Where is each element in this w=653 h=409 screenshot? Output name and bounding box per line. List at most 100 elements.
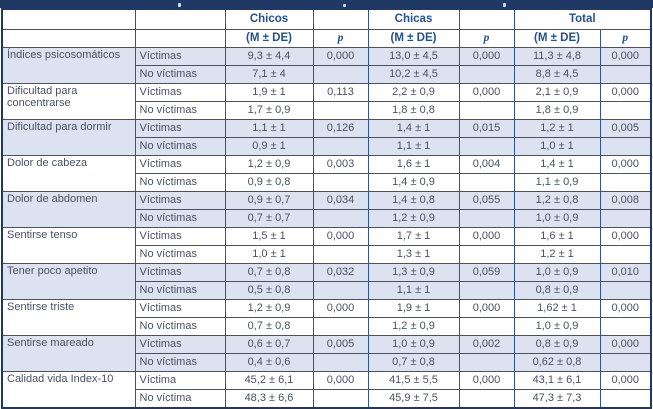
- p-value-cell-empty: [312, 353, 369, 372]
- row-label-cell: Tener poco apetito: [1, 263, 136, 300]
- p-value-cell-empty: [599, 65, 652, 84]
- p-value-cell-empty: [599, 209, 652, 228]
- condition-cell: Víctima: [134, 371, 226, 390]
- p-value-cell: 0,126: [312, 119, 369, 138]
- table-row: Sentirse tenso Víctimas 1,5 ± 1 0,000 1,…: [1, 227, 652, 264]
- value-cell: 1,2 ± 0,9: [367, 317, 460, 336]
- p-value-cell: 0,015: [458, 119, 515, 138]
- value-cell: 0,9 ± 0,7: [224, 191, 314, 210]
- value-cell: 2,2 ± 0,9: [367, 83, 460, 102]
- value-cell: 1,1 ± 0,9: [513, 173, 601, 192]
- p-value-cell: 0,000: [599, 155, 652, 174]
- value-cell: 0,9 ± 0,8: [224, 173, 314, 192]
- header-chicos: Chicos: [224, 8, 314, 30]
- p-value-cell: 0,032: [312, 263, 369, 282]
- value-cell: 1,4 ± 0,8: [367, 191, 460, 210]
- value-cell: 0,4 ± 0,6: [224, 353, 314, 372]
- value-cell: 1,8 ± 0,9: [513, 101, 601, 120]
- p-value-cell: 0,000: [599, 371, 652, 390]
- row-label-cell: Sentirse triste: [1, 299, 136, 336]
- table-row: No víctimas 0,9 ± 0,8 1,4 ± 0,9 1,1 ± 0,…: [2, 173, 652, 192]
- p-value-cell: 0,000: [458, 83, 515, 102]
- value-cell: 1,1 ± 1: [367, 281, 460, 300]
- header-m-de: (M ± DE): [513, 29, 601, 48]
- header-p: p: [599, 29, 652, 48]
- table-row: No víctimas 0,5 ± 0,8 1,1 ± 1 0,8 ± 0,9: [2, 281, 652, 300]
- header-row-groups: Chicos Chicas Total: [1, 8, 652, 30]
- value-cell: 0,7 ± 0,8: [224, 317, 314, 336]
- p-value-cell-empty: [458, 137, 515, 156]
- p-value-cell-empty: [599, 173, 652, 192]
- header-empty-cell: [458, 8, 515, 30]
- value-cell: 1,2 ± 0,8: [513, 191, 601, 210]
- value-cell: 1,4 ± 1: [513, 155, 601, 174]
- condition-cell: Víctimas: [134, 335, 226, 354]
- row-label-cell: Dificultad para concentrarse: [1, 83, 136, 120]
- condition-cell: No víctimas: [134, 209, 226, 228]
- condition-cell: Víctimas: [134, 47, 226, 66]
- table-row: Dificultad para dormir Víctimas 1,1 ± 1 …: [1, 119, 652, 156]
- value-cell: 7,1 ± 4: [224, 65, 314, 84]
- p-value-cell-empty: [458, 245, 515, 264]
- header-row-measures: (M ± DE) p (M ± DE) p (M ± DE) p: [1, 29, 652, 48]
- row-label-cell: Dolor de cabeza: [1, 155, 136, 192]
- clipped-title-text-fragment: [503, 3, 506, 7]
- value-cell: 1,3 ± 1: [367, 245, 460, 264]
- condition-cell: No víctimas: [134, 317, 226, 336]
- value-cell: 10,2 ± 4,5: [367, 65, 460, 84]
- value-cell: 1,1 ± 1: [224, 119, 314, 138]
- p-value-cell: 0,000: [312, 371, 369, 390]
- value-cell: 1,62 ± 1: [513, 299, 601, 318]
- p-value-cell: 0,003: [312, 155, 369, 174]
- value-cell: 1,6 ± 1: [367, 155, 460, 174]
- p-value-cell-empty: [599, 353, 652, 372]
- value-cell: 1,8 ± 0,8: [367, 101, 460, 120]
- value-cell: 1,9 ± 1: [224, 83, 314, 102]
- p-value-cell-empty: [599, 389, 652, 409]
- value-cell: 9,3 ± 4,4: [224, 47, 314, 66]
- value-cell: 1,4 ± 1: [367, 119, 460, 138]
- value-cell: 1,4 ± 0,9: [367, 173, 460, 192]
- p-value-cell: 0,000: [599, 47, 652, 66]
- value-cell: 8,8 ± 4,5: [513, 65, 601, 84]
- condition-cell: Víctimas: [134, 83, 226, 102]
- condition-cell: No víctimas: [134, 353, 226, 372]
- p-value-cell-empty: [599, 137, 652, 156]
- value-cell: 0,9 ± 1: [224, 137, 314, 156]
- table-row: Dificultad para concentrarse Víctimas 1,…: [1, 83, 652, 120]
- p-value-cell-empty: [312, 173, 369, 192]
- value-cell: 1,7 ± 1: [367, 227, 460, 246]
- p-value-cell: 0,000: [312, 299, 369, 318]
- p-value-cell-empty: [458, 209, 515, 228]
- value-cell: 0,7 ± 0,8: [224, 263, 314, 282]
- value-cell: 45,2 ± 6,1: [224, 371, 314, 390]
- header-p: p: [312, 29, 369, 48]
- value-cell: 1,0 ± 0,9: [367, 335, 460, 354]
- header-p: p: [458, 29, 515, 48]
- condition-cell: No víctimas: [134, 65, 226, 84]
- table-row: Sentirse triste Víctimas 1,2 ± 0,9 0,000…: [1, 299, 652, 336]
- p-value-cell: 0,000: [458, 47, 515, 66]
- p-value-cell-empty: [458, 317, 515, 336]
- table-row: Índices psicosomáticos Víctimas 9,3 ± 4,…: [1, 47, 652, 84]
- condition-cell: No víctima: [134, 389, 226, 409]
- table-row: No víctimas 0,9 ± 1 1,1 ± 1 1,0 ± 1: [2, 137, 652, 156]
- condition-cell: No víctimas: [134, 137, 226, 156]
- value-cell: 2,1 ± 0,9: [513, 83, 601, 102]
- condition-cell: Víctimas: [134, 191, 226, 210]
- clipped-title-text-fragment: [343, 4, 346, 7]
- p-value-cell-empty: [458, 65, 515, 84]
- value-cell: 1,3 ± 0,9: [367, 263, 460, 282]
- p-value-cell-empty: [458, 281, 515, 300]
- row-label-cell: Sentirse tenso: [1, 227, 136, 264]
- condition-cell: No víctimas: [134, 101, 226, 120]
- p-value-cell-empty: [312, 317, 369, 336]
- p-value-cell: 0,010: [599, 263, 652, 282]
- value-cell: 0,7 ± 0,7: [224, 209, 314, 228]
- value-cell: 1,2 ± 0,9: [224, 299, 314, 318]
- condition-cell: Víctimas: [134, 119, 226, 138]
- value-cell: 1,5 ± 1: [224, 227, 314, 246]
- table-row: Calidad vida Index-10 Víctima 45,2 ± 6,1…: [1, 371, 652, 409]
- header-m-de: (M ± DE): [224, 29, 314, 48]
- condition-cell: Víctimas: [134, 299, 226, 318]
